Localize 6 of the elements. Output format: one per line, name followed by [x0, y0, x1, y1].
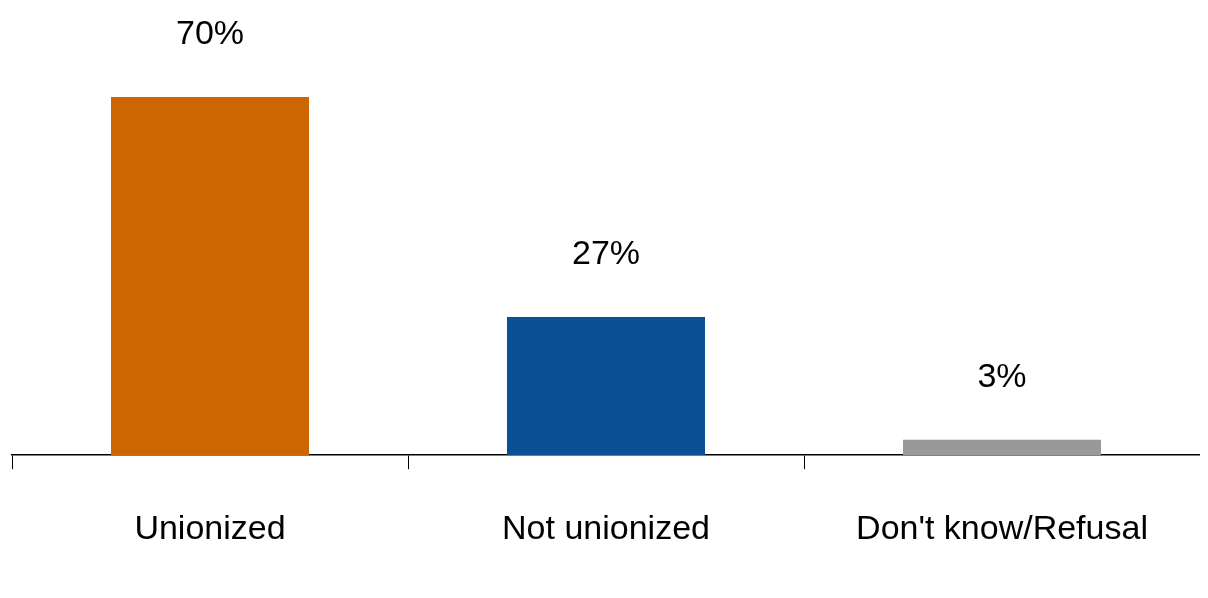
x-tick-label: Don't know/Refusal — [856, 507, 1148, 546]
x-tick-label: Unionized — [134, 507, 286, 546]
data-label: 3% — [977, 356, 1027, 395]
data-label: 27% — [571, 233, 641, 272]
data-label: 70% — [175, 13, 245, 52]
x-tick-label: Not unionized — [502, 507, 710, 546]
